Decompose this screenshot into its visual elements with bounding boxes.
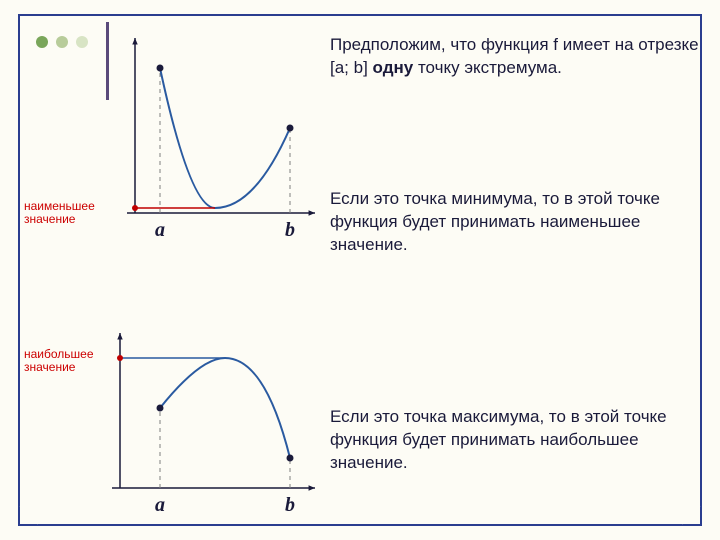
intro-bold: одну <box>373 58 414 77</box>
intro-text: Предположим, что функция f имеет на отре… <box>330 34 700 80</box>
chart1-label-b: b <box>285 219 295 242</box>
label-minimum: наименьшее значение <box>24 200 95 226</box>
minimum-text: Если это точка минимума, то в этой точке… <box>330 188 700 257</box>
intro-part2: точку экстремума. <box>413 58 562 77</box>
chart-minimum <box>115 33 315 243</box>
label-maximum: наибольшее значение <box>24 348 94 374</box>
chart2-label-b: b <box>285 494 295 517</box>
maximum-text: Если это точка максимума, то в этой точк… <box>330 406 700 475</box>
chart2-label-a: a <box>155 494 165 517</box>
chart1-label-a: a <box>155 219 165 242</box>
chart-maximum <box>90 328 315 518</box>
